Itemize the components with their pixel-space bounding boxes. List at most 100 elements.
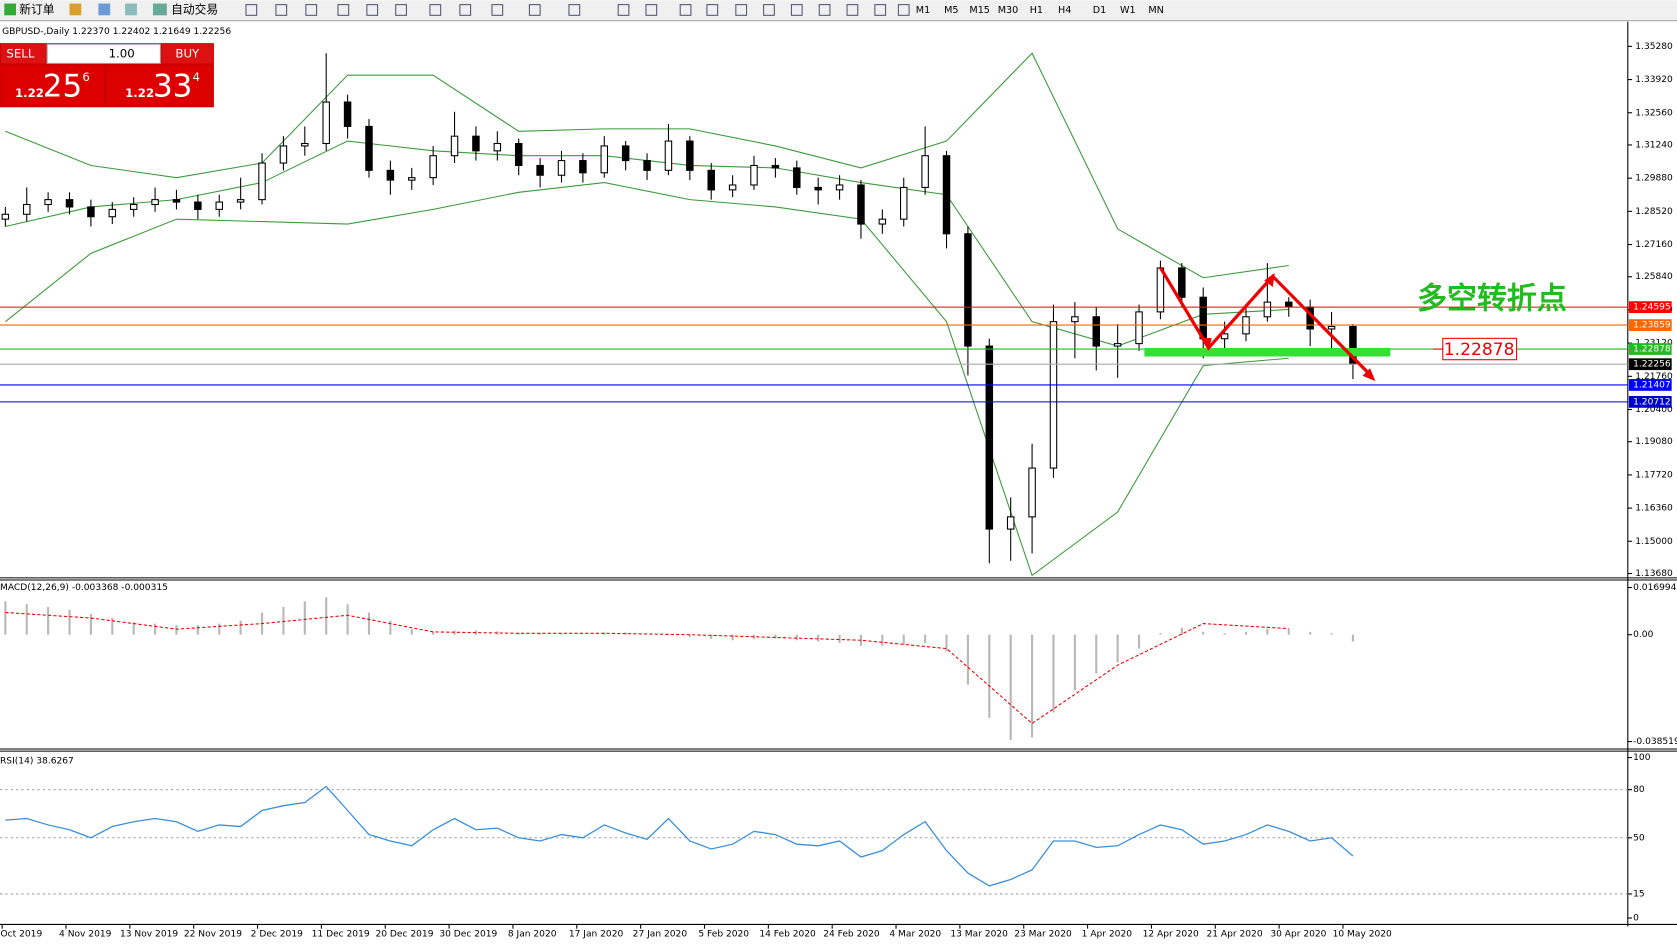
y-tick-label: 1.13680 — [1635, 569, 1673, 579]
candle-body — [1092, 316, 1100, 347]
tool-icon[interactable] — [245, 4, 258, 16]
toolbar — [0, 0, 1677, 21]
tool-icon[interactable] — [275, 4, 288, 16]
tool-icon[interactable] — [874, 4, 887, 16]
y-tick-label: 1.27160 — [1635, 240, 1673, 250]
y-tick-label: 0.016994 — [1633, 583, 1677, 593]
price-line-label: 1.23859 — [1633, 321, 1671, 331]
tool-icon[interactable] — [846, 4, 859, 16]
y-tick-label: 1.28520 — [1635, 207, 1673, 217]
auto-trading[interactable]: 自动交易 — [171, 2, 218, 16]
sell-big[interactable]: 1.22 — [15, 86, 44, 100]
candle-body — [215, 201, 223, 210]
sell-pips[interactable]: 25 — [43, 69, 82, 105]
buy-label[interactable]: BUY — [175, 46, 200, 60]
y-tick-label: 1.33920 — [1635, 75, 1673, 85]
timeframe[interactable]: M30 — [998, 5, 1019, 16]
timeframe[interactable]: W1 — [1120, 5, 1136, 16]
tool-icon[interactable] — [645, 4, 658, 16]
candle-body — [643, 160, 651, 171]
candle-body — [557, 160, 566, 176]
timeframe[interactable]: M15 — [969, 5, 990, 16]
y-tick-label: 0.00 — [1633, 630, 1653, 640]
tool-icon[interactable] — [528, 4, 541, 16]
tool-icon[interactable] — [818, 4, 831, 16]
tool-icon[interactable] — [617, 4, 630, 16]
x-tick-label: 11 Dec 2019 — [312, 930, 370, 940]
sell-button[interactable] — [1, 44, 46, 64]
y-tick-label: 1.29880 — [1635, 174, 1673, 184]
candle-body — [686, 140, 694, 171]
y-tick-label: -0.038519 — [1633, 737, 1677, 747]
price-label-box — [1628, 379, 1672, 391]
new-order[interactable]: 新订单 — [19, 2, 54, 16]
new-order-icon[interactable] — [4, 3, 17, 16]
buy-frac[interactable]: 4 — [193, 70, 200, 84]
candle-body — [65, 199, 74, 208]
timeframe[interactable]: M5 — [944, 5, 958, 16]
x-tick-label: 4 Nov 2019 — [59, 930, 112, 940]
tool-icon[interactable] — [735, 4, 748, 16]
buy-button[interactable] — [161, 44, 213, 64]
tool-icon[interactable] — [679, 4, 692, 16]
tool-icon[interactable] — [429, 4, 442, 16]
sell-price-box[interactable] — [1, 65, 104, 107]
timeframe[interactable]: H4 — [1058, 5, 1071, 16]
tool-icon[interactable] — [790, 4, 803, 16]
buy-pips[interactable]: 33 — [153, 69, 192, 105]
y-tick-label: 15 — [1633, 889, 1645, 899]
annotation: 多空转折点 — [1417, 281, 1567, 316]
candle-body — [1220, 333, 1229, 340]
timeframe[interactable]: H1 — [1030, 5, 1043, 16]
y-tick-label: 80 — [1633, 785, 1645, 795]
x-tick-label: 17 Jan 2020 — [569, 930, 624, 940]
lots-input[interactable] — [46, 43, 161, 64]
icon[interactable] — [125, 3, 137, 16]
price-line-label: 1.20712 — [1633, 397, 1671, 407]
sell-label[interactable]: SELL — [6, 46, 34, 60]
candle-body — [172, 199, 181, 203]
sell-frac[interactable]: 6 — [82, 70, 89, 84]
timeframe[interactable]: MN — [1148, 5, 1163, 16]
timeframe[interactable]: M1 — [916, 5, 930, 16]
tool-icon[interactable] — [763, 4, 775, 16]
x-tick-label: 5 Feb 2020 — [698, 930, 749, 940]
candle-body — [793, 167, 801, 188]
price-label-box — [1628, 396, 1672, 408]
tool-icon[interactable] — [491, 4, 504, 16]
timeframe[interactable]: D1 — [1093, 5, 1107, 16]
x-tick-label: Oct 2019 — [1, 930, 43, 940]
candle-body — [493, 142, 502, 152]
y-tick-label: 1.20400 — [1635, 405, 1673, 415]
buy-price-box[interactable] — [106, 65, 213, 107]
x-tick-label: 20 Dec 2019 — [375, 930, 433, 940]
y-tick-label: 0 — [1633, 913, 1639, 923]
candle-body — [1028, 467, 1036, 518]
icon[interactable] — [69, 3, 82, 16]
candle-body — [921, 155, 929, 188]
candle-body — [964, 233, 972, 347]
auto-trading-icon[interactable] — [152, 3, 167, 16]
arrow-head — [1362, 368, 1376, 382]
candle-body — [878, 218, 887, 225]
lots-value[interactable]: 1.00 — [109, 46, 135, 60]
y-tick-label: 1.25840 — [1635, 272, 1673, 282]
x-tick-label: 27 Jan 2020 — [633, 930, 688, 940]
tool-icon[interactable] — [459, 4, 472, 16]
icon[interactable] — [98, 3, 111, 16]
price-line-label: 1.22878 — [1633, 345, 1671, 355]
tool-icon[interactable] — [395, 4, 407, 16]
price-callout — [1442, 337, 1518, 361]
x-tick-label: 2 Dec 2019 — [251, 930, 303, 940]
candle-body — [985, 345, 994, 530]
buy-big[interactable]: 1.22 — [125, 86, 154, 100]
tool-icon[interactable] — [366, 4, 379, 16]
bollinger-lower — [5, 182, 1289, 577]
tool-icon[interactable] — [897, 4, 910, 16]
tool-icon[interactable] — [337, 4, 350, 16]
candle-body — [1113, 343, 1122, 347]
tool-icon[interactable] — [706, 4, 719, 16]
tool-icon[interactable] — [568, 4, 581, 16]
tool-icon[interactable] — [305, 4, 318, 16]
